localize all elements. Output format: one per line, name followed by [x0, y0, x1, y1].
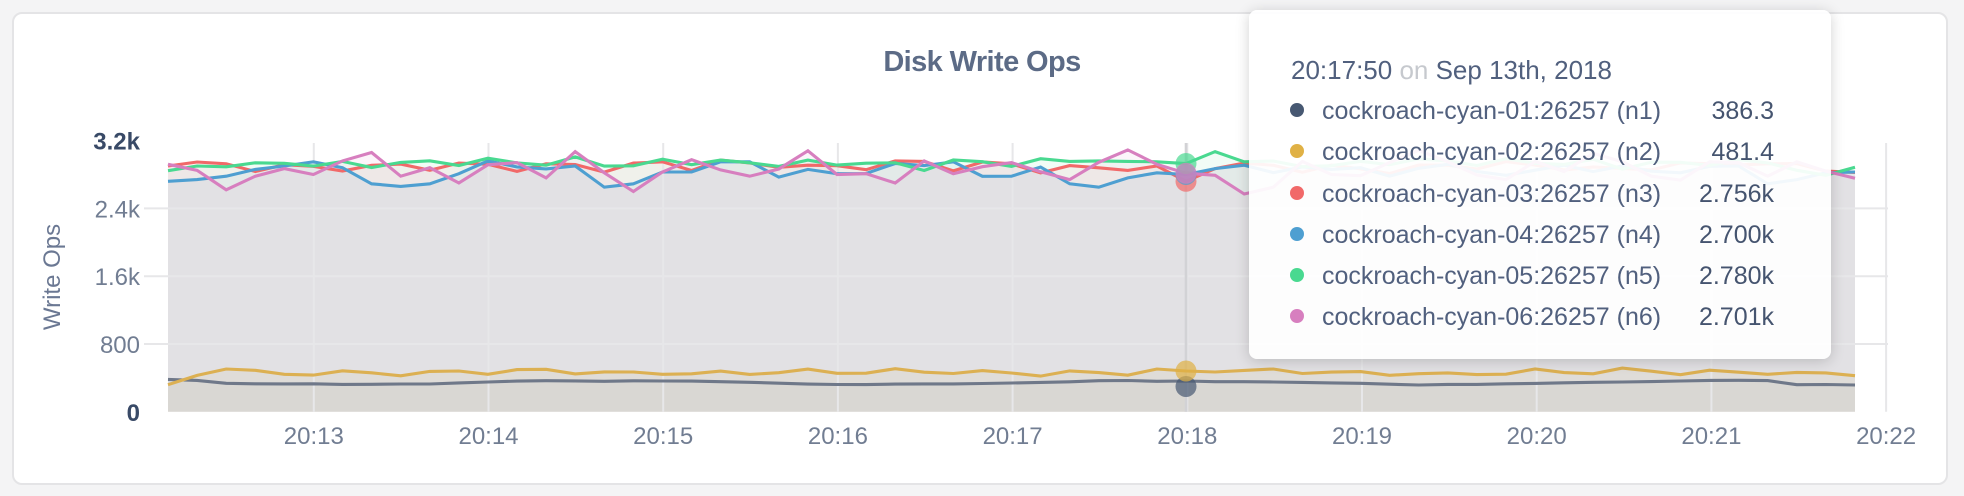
svg-text:20:13: 20:13 [284, 423, 344, 450]
svg-text:20:15: 20:15 [633, 423, 693, 450]
svg-text:2.4k: 2.4k [95, 196, 141, 223]
svg-text:20:22: 20:22 [1856, 423, 1916, 450]
svg-text:20:20: 20:20 [1507, 423, 1567, 450]
svg-text:20:19: 20:19 [1332, 423, 1392, 450]
svg-text:20:16: 20:16 [808, 423, 868, 450]
svg-text:20:17: 20:17 [983, 423, 1043, 450]
svg-text:1.6k: 1.6k [95, 264, 141, 291]
svg-text:20:14: 20:14 [458, 423, 518, 450]
svg-text:0: 0 [127, 400, 140, 427]
svg-text:20:21: 20:21 [1681, 423, 1741, 450]
svg-text:800: 800 [100, 332, 140, 359]
svg-text:3.2k: 3.2k [93, 129, 140, 156]
svg-text:Write Ops: Write Ops [39, 224, 66, 330]
svg-text:20:18: 20:18 [1157, 423, 1217, 450]
